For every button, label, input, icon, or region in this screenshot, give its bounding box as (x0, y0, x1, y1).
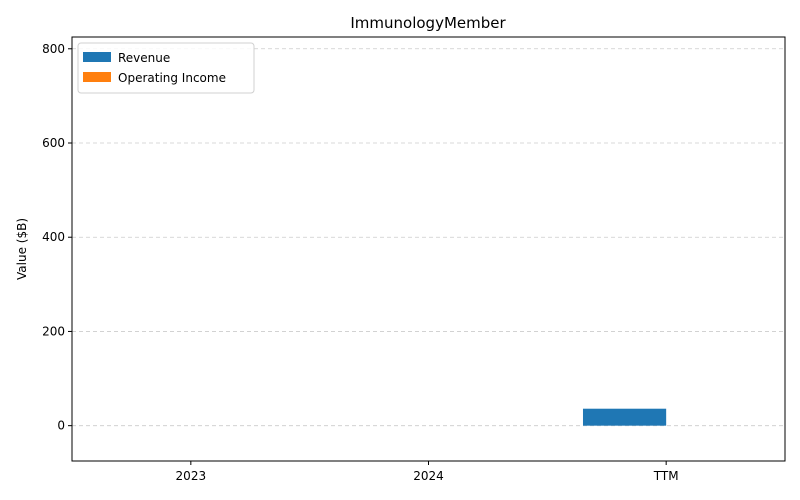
legend: Revenue Operating Income (77, 42, 255, 94)
x-axis: 2023 2024 TTM (176, 461, 679, 483)
x-tick-label: 2024 (413, 469, 444, 483)
x-tick-label: TTM (653, 469, 679, 483)
legend-label: Operating Income (118, 71, 226, 85)
y-tick-label: 200 (42, 324, 65, 338)
y-tick-label: 600 (42, 136, 65, 150)
y-axis-label: Value ($B) (15, 218, 29, 280)
plot-frame (71, 36, 786, 462)
y-axis: 0 200 400 600 800 (42, 42, 72, 433)
legend-swatch (83, 52, 111, 62)
legend-label: Revenue (118, 51, 170, 65)
y-tick-label: 800 (42, 42, 65, 56)
y-tick-label: 0 (57, 419, 65, 433)
bar-revenue-ttm (582, 408, 667, 426)
legend-box (77, 42, 255, 94)
chart-title: ImmunologyMember (350, 14, 506, 32)
y-tick-label: 400 (42, 230, 65, 244)
x-tick-label: 2023 (176, 469, 207, 483)
legend-swatch (83, 72, 111, 82)
bars (582, 408, 667, 426)
gridlines (72, 48, 785, 427)
